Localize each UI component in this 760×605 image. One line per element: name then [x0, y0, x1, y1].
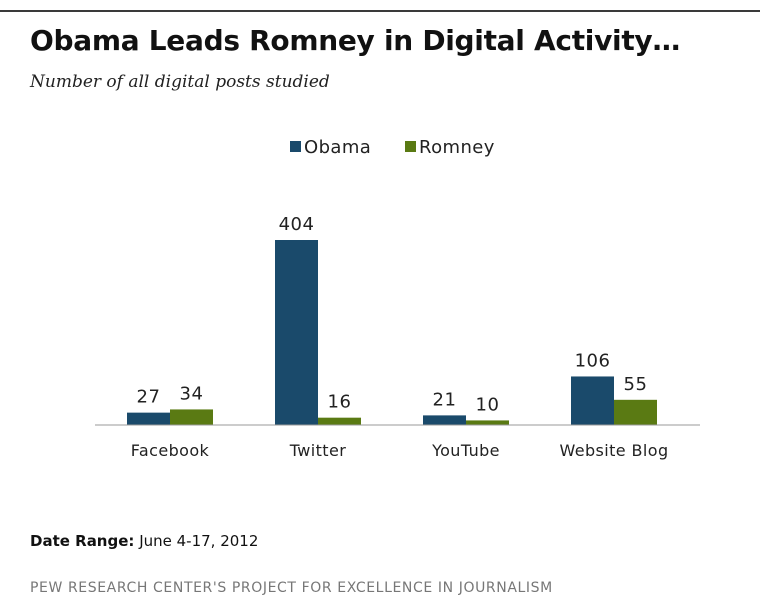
chart-title: Obama Leads Romney in Digital Activity… — [30, 24, 681, 57]
bar-obama-1 — [275, 240, 318, 425]
legend-swatch-obama — [290, 141, 301, 152]
bar-obama-3 — [571, 376, 614, 425]
x-tick-label-2: YouTube — [431, 441, 500, 460]
x-tick-label-1: Twitter — [289, 441, 346, 460]
legend-label-romney: Romney — [419, 137, 495, 158]
bar-obama-0 — [127, 412, 170, 425]
data-label-romney-1: 16 — [328, 392, 352, 413]
data-label-romney-0: 34 — [180, 383, 204, 404]
chart-subtitle: Number of all digital posts studied — [30, 72, 330, 92]
data-label-romney-3: 55 — [624, 374, 648, 395]
data-label-obama-2: 21 — [433, 389, 457, 410]
top-rule — [0, 10, 760, 12]
date-range: Date Range: June 4-17, 2012 — [30, 532, 258, 550]
legend: Obama Romney — [290, 137, 495, 158]
data-label-obama-1: 404 — [279, 214, 315, 235]
data-label-obama-3: 106 — [575, 350, 611, 371]
bar-romney-2 — [466, 420, 509, 425]
x-tick-label-3: Website Blog — [559, 441, 668, 460]
data-label-romney-2: 10 — [476, 394, 500, 415]
bar-romney-3 — [614, 399, 657, 425]
data-label-obama-0: 27 — [137, 387, 161, 408]
bars — [127, 240, 657, 425]
bar-obama-2 — [423, 415, 466, 425]
legend-label-obama: Obama — [304, 137, 371, 158]
x-tick-label-0: Facebook — [131, 441, 210, 460]
date-range-value: June 4-17, 2012 — [139, 532, 259, 550]
bar-romney-0 — [170, 409, 213, 425]
x-tick-labels: Facebook Twitter YouTube Website Blog — [131, 441, 668, 460]
source-credit: PEW RESEARCH CENTER'S PROJECT FOR EXCELL… — [30, 580, 553, 596]
bar-romney-1 — [318, 417, 361, 425]
bar-chart: Obama Romney 27 34 404 16 21 10 106 55 Facebook T… — [95, 137, 700, 460]
legend-swatch-romney — [405, 141, 416, 152]
date-range-label: Date Range: — [30, 532, 135, 550]
data-labels: 27 34 404 16 21 10 106 55 — [137, 214, 648, 415]
